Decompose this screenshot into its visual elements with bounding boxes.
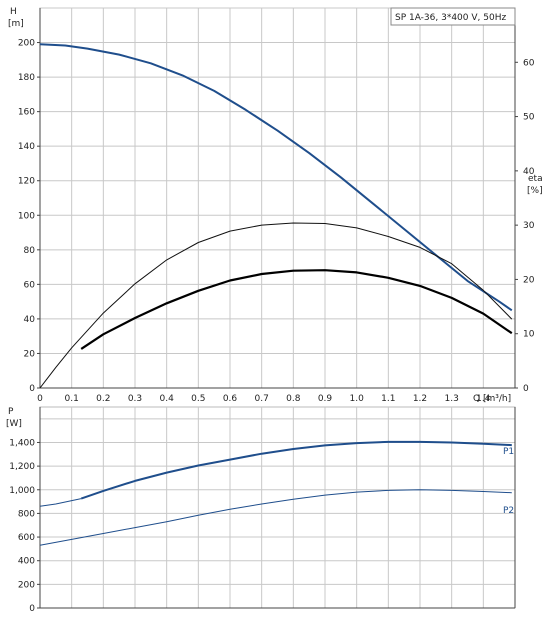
power-p1-curve: [80, 440, 512, 500]
q-x-tick-label: 1.4: [476, 394, 491, 404]
power-y-tick-label: 0: [29, 604, 35, 614]
power-axis-label: P: [8, 407, 14, 417]
eta-axis-label: eta: [528, 174, 543, 184]
head-y-tick-label: 20: [24, 349, 36, 359]
q-x-tick-label: 0.6: [223, 394, 238, 404]
power-p2-label: P2: [503, 506, 514, 516]
efficiency-total-curve: [80, 269, 513, 350]
head-y-tick-label: 140: [18, 142, 35, 152]
head-axis-unit: [m]: [8, 19, 24, 29]
power-plot-area: [39, 406, 516, 609]
head-y-tick-label: 80: [24, 246, 36, 256]
q-x-tick-label: 1.3: [445, 394, 459, 404]
power-y-tick-label: 200: [18, 580, 35, 590]
q-x-tick-label: 1.1: [381, 394, 395, 404]
power-p1-curve: [39, 498, 82, 507]
head-y-tick-label: 200: [18, 39, 35, 49]
head-curve: [39, 43, 513, 312]
model-title: SP 1A-36, 3*400 V, 50Hz: [395, 13, 506, 23]
head-y-tick-label: 40: [24, 315, 36, 325]
head-y-tick-label: 160: [18, 108, 35, 118]
power-y-tick-label: 800: [18, 509, 35, 519]
q-x-tick-label: 0.5: [191, 394, 205, 404]
eta-y-tick-label: 20: [523, 275, 535, 285]
eta-y-tick-label: 0: [523, 384, 529, 394]
head-y-tick-label: 0: [29, 384, 35, 394]
eta-axis-unit: [%]: [527, 186, 543, 196]
eta-y-tick-label: 10: [523, 330, 535, 340]
q-x-tick-label: 0.4: [160, 394, 175, 404]
head-y-tick-label: 60: [24, 280, 36, 290]
q-x-tick-label: 0.1: [65, 394, 79, 404]
head-y-tick-label: 180: [18, 73, 35, 83]
power-y-tick-label: 1,000: [9, 486, 35, 496]
q-x-tick-label: 0: [37, 394, 43, 404]
power-axis-unit: [W]: [6, 419, 22, 429]
eta-y-tick-label: 30: [523, 221, 535, 231]
q-x-tick-label: 0.9: [318, 394, 333, 404]
q-x-tick-label: 0.7: [255, 394, 269, 404]
model-title-box: [390, 7, 516, 26]
power-y-tick-label: 1,400: [9, 438, 35, 448]
eta-y-tick-label: 40: [523, 167, 535, 177]
power-p1-label: P1: [503, 447, 514, 457]
q-x-tick-label: 0.3: [128, 394, 142, 404]
power-y-tick-label: 400: [18, 557, 35, 567]
head-y-tick-label: 120: [18, 177, 35, 187]
eta-y-tick-label: 50: [523, 113, 535, 123]
power-y-tick-label: 600: [18, 533, 35, 543]
efficiency-curve: [39, 222, 513, 389]
power-p2-curve: [39, 489, 512, 546]
q-axis-label: Q [m³/h]: [473, 394, 511, 404]
head-axis-label: H: [10, 7, 17, 17]
q-x-tick-label: 0.2: [96, 394, 110, 404]
q-x-tick-label: 1.0: [350, 394, 365, 404]
q-x-tick-label: 1.2: [413, 394, 427, 404]
head-y-tick-label: 100: [18, 211, 35, 221]
q-x-tick-label: 0.8: [286, 394, 301, 404]
power-y-tick-label: 1,200: [9, 462, 35, 472]
eta-y-tick-label: 60: [523, 58, 535, 68]
